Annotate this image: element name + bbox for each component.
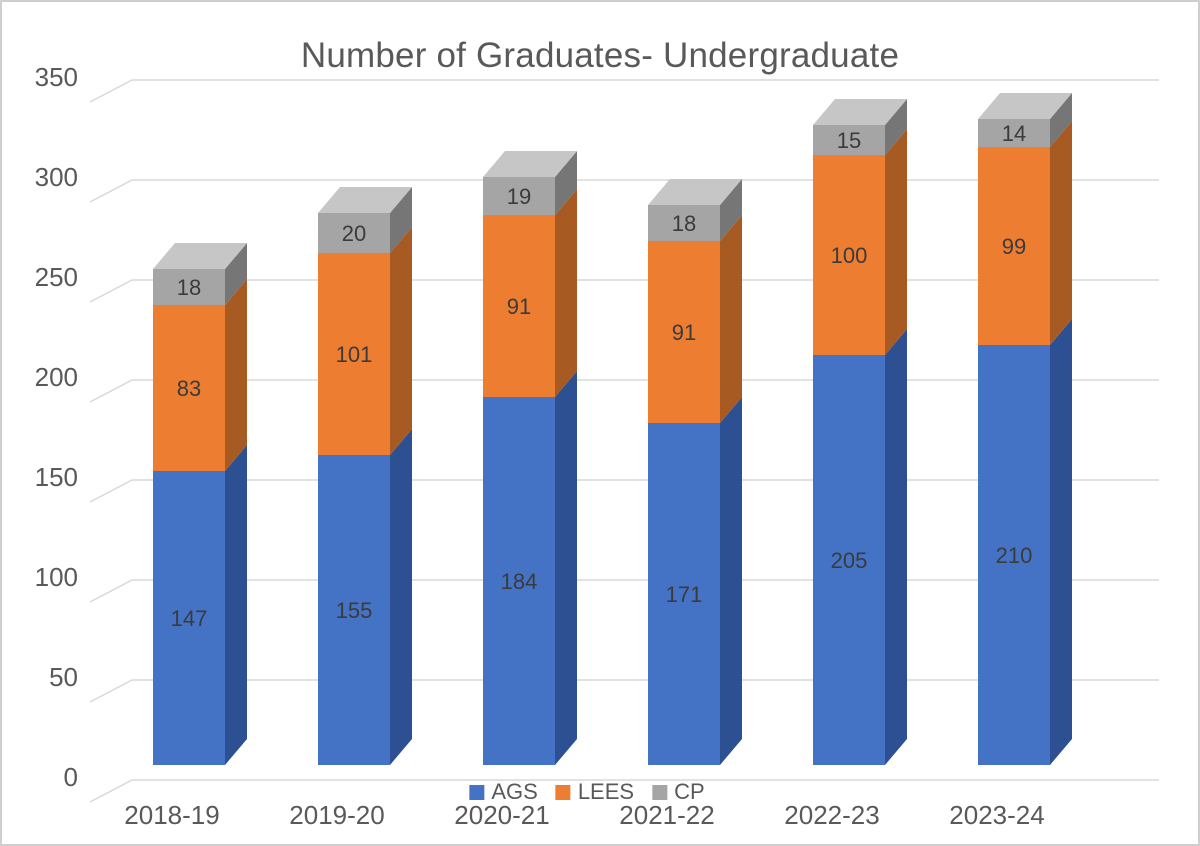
bar-segment-front [483, 215, 555, 397]
bar-segment-side [390, 429, 412, 765]
bar-2019-20: 155 101 20 [318, 187, 412, 765]
bars: 147 83 18 155 101 20 184 91 19 171 91 18 205 100 15 210… [153, 93, 1072, 765]
bar-value-label: 14 [1002, 121, 1026, 146]
bar-segment-side [885, 329, 907, 765]
bar-top-face [483, 151, 577, 177]
legend-swatch-cp [652, 784, 668, 800]
bar-segment-front [153, 471, 225, 765]
category-label: 2018-19 [124, 800, 219, 830]
bar-value-label: 171 [666, 582, 703, 607]
legend-swatch-ags [469, 784, 485, 800]
legend: AGS LEES CP [469, 779, 705, 805]
bar-value-label: 205 [831, 548, 868, 573]
bar-segment-side [720, 179, 742, 241]
bar-value-label: 20 [342, 221, 366, 246]
legend-item-ags: AGS [469, 779, 538, 805]
x-axis-labels: 2018-19 2019-20 2020-21 2021-22 2022-23 2023-… [124, 800, 1044, 830]
y-axis-label: 100 [35, 562, 78, 592]
y-axis-label: 150 [35, 462, 78, 492]
category-label: 2022-23 [784, 800, 879, 830]
bar-segment-front [813, 155, 885, 355]
category-label: 2023-24 [949, 800, 1044, 830]
bar-value-label: 210 [996, 543, 1033, 568]
bar-segment-side [1050, 121, 1072, 345]
bar-segment-side [720, 397, 742, 765]
y-axis-labels: 0 50 100 150 200 250 300 350 [35, 62, 78, 792]
bar-top-face [978, 93, 1072, 119]
bar-value-label: 18 [672, 211, 696, 236]
bar-2021-22: 171 91 18 [648, 179, 742, 765]
bar-value-label: 91 [672, 320, 696, 345]
bar-segment-side [390, 187, 412, 253]
bar-2022-23: 205 100 15 [813, 99, 907, 765]
y-axis-label: 250 [35, 262, 78, 292]
y-axis-label: 50 [49, 662, 78, 692]
bar-segment-front [318, 253, 390, 455]
bar-value-label: 99 [1002, 234, 1026, 259]
bar-value-label: 184 [501, 569, 538, 594]
bar-value-label: 19 [507, 184, 531, 209]
bar-value-label: 15 [837, 128, 861, 153]
bar-segment-front [813, 125, 885, 155]
legend-label: CP [674, 779, 705, 804]
gridline [89, 79, 1159, 103]
y-axis-label: 200 [35, 362, 78, 392]
bar-top-face [648, 179, 742, 205]
bar-segment-front [318, 213, 390, 253]
legend-item-cp: CP [652, 779, 705, 805]
category-label: 2021-22 [619, 800, 714, 830]
bar-segment-front [153, 269, 225, 305]
bar-segment-side [555, 371, 577, 765]
bar-value-label: 147 [171, 606, 208, 631]
legend-label: AGS [491, 779, 538, 804]
y-axis-label: 0 [64, 762, 78, 792]
gridline [89, 779, 1159, 803]
bar-2020-21: 184 91 19 [483, 151, 577, 765]
bar-segment-side [555, 151, 577, 215]
legend-label: LEES [577, 779, 635, 804]
bar-segment-side [885, 99, 907, 155]
bar-top-face [318, 187, 412, 213]
bar-segment-front [153, 305, 225, 471]
bar-segment-front [483, 177, 555, 215]
bar-value-label: 18 [177, 275, 201, 300]
bar-top-face [813, 99, 907, 125]
bar-value-label: 100 [831, 243, 868, 268]
bar-segment-front [483, 397, 555, 765]
bar-2023-24: 210 99 14 [978, 93, 1072, 765]
bar-segment-front [648, 205, 720, 241]
legend-swatch-lees [555, 784, 571, 800]
bar-segment-side [885, 129, 907, 355]
y-axis-label: 350 [35, 62, 78, 92]
bar-segment-front [813, 355, 885, 765]
bar-segment-side [1050, 319, 1072, 765]
bar-top-face [153, 243, 247, 269]
y-axis-label: 300 [35, 162, 78, 192]
bar-value-label: 101 [336, 342, 373, 367]
bar-segment-front [978, 147, 1050, 345]
chart-title: Number of Graduates- Undergraduate [300, 36, 900, 75]
bar-2018-19: 147 83 18 [153, 243, 247, 765]
bar-value-label: 83 [177, 376, 201, 401]
bar-segment-side [555, 189, 577, 397]
bar-segment-side [1050, 93, 1072, 147]
bar-segment-side [720, 215, 742, 423]
category-label: 2019-20 [289, 800, 384, 830]
bar-segment-front [648, 241, 720, 423]
category-label: 2020-21 [454, 800, 549, 830]
bar-segment-side [225, 279, 247, 471]
bar-segment-front [978, 119, 1050, 147]
bar-segment-front [318, 455, 390, 765]
bar-segment-front [978, 345, 1050, 765]
legend-item-lees: LEES [555, 779, 635, 805]
bar-segment-front [648, 423, 720, 765]
bar-segment-side [225, 445, 247, 765]
bar-value-label: 155 [336, 598, 373, 623]
bar-value-label: 91 [507, 294, 531, 319]
bar-segment-side [225, 243, 247, 305]
bar-segment-side [390, 227, 412, 455]
